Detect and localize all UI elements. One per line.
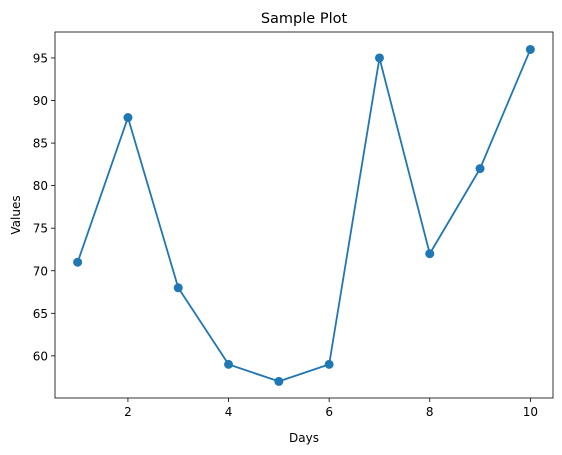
y-tick-label: 70 [33, 264, 48, 278]
data-point [324, 359, 334, 369]
y-tick-label: 95 [33, 51, 48, 65]
y-axis: 60 65 70 75 80 85 90 95 [33, 51, 55, 363]
x-tick-label: 10 [523, 405, 538, 419]
y-tick-label: 80 [33, 179, 48, 193]
data-point [425, 249, 435, 259]
data-point [123, 113, 133, 123]
plot-area [73, 44, 535, 386]
y-tick-label: 65 [33, 307, 48, 321]
y-tick-label: 85 [33, 137, 48, 151]
x-tick-label: 6 [325, 405, 333, 419]
x-tick-label: 8 [426, 405, 434, 419]
data-point [274, 376, 284, 386]
x-tick-label: 4 [225, 405, 233, 419]
x-tick-label: 2 [124, 405, 132, 419]
y-tick-label: 60 [33, 349, 48, 363]
data-point [173, 283, 183, 293]
data-point [525, 44, 535, 54]
data-point [374, 53, 384, 63]
plot-frame [54, 31, 554, 399]
x-axis: 2 4 6 8 10 [124, 398, 538, 419]
x-axis-label: Days [289, 431, 319, 445]
y-axis-label: Values [9, 195, 23, 234]
series-line [76, 49, 532, 383]
chart-title: Sample Plot [261, 11, 348, 27]
data-point [73, 257, 83, 267]
y-tick-label: 75 [33, 222, 48, 236]
y-tick-label: 90 [33, 94, 48, 108]
data-point [475, 164, 485, 174]
data-point [224, 359, 234, 369]
